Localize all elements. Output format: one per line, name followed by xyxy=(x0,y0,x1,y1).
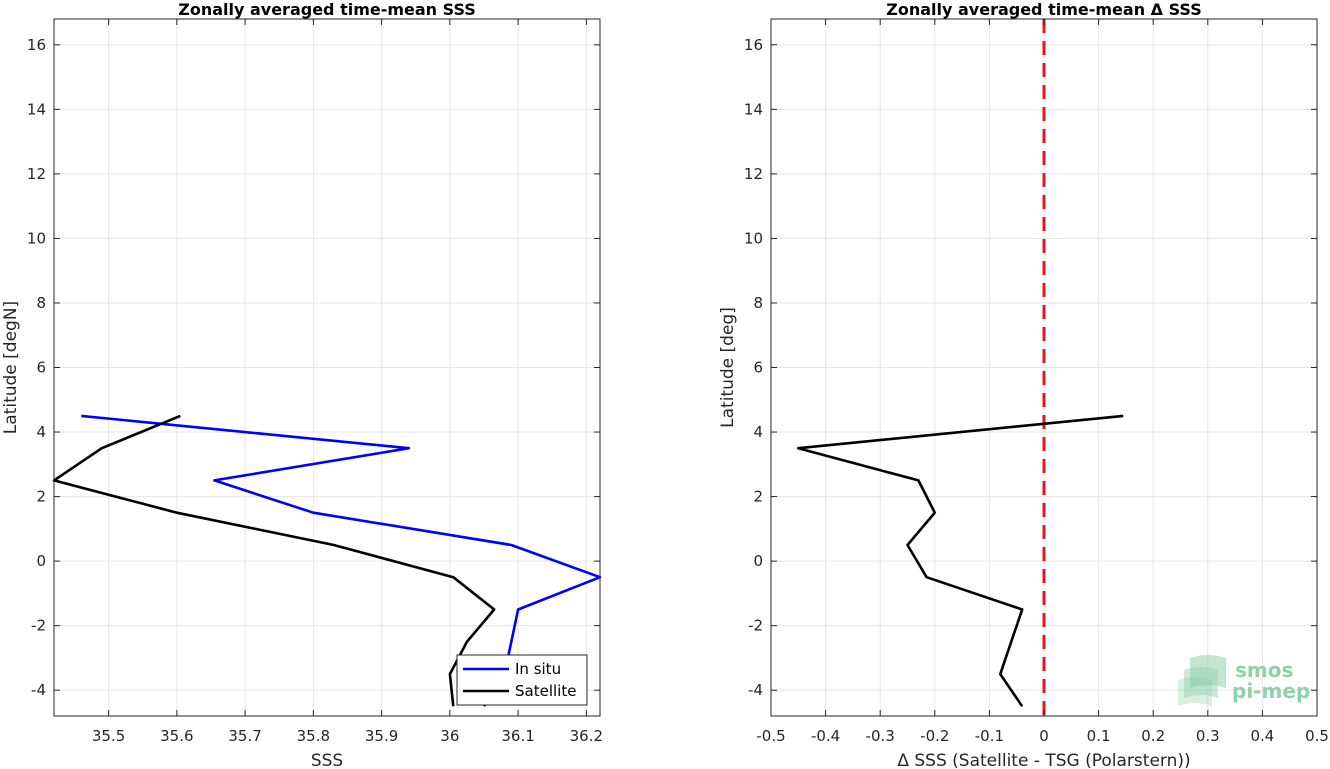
legend-box xyxy=(456,654,588,706)
logo-wave-shape xyxy=(1178,677,1212,706)
x-tick-label: 36.1 xyxy=(501,727,534,745)
y-tick-label: 6 xyxy=(753,359,763,377)
y-tick-label: 10 xyxy=(744,229,763,247)
x-axis-label: Δ SSS (Satellite - TSG (Polarstern)) xyxy=(897,751,1190,769)
y-tick-label: 14 xyxy=(744,100,763,118)
y-tick-label: 8 xyxy=(36,294,46,312)
y-tick-label: -4 xyxy=(31,681,46,699)
logo-wave-shape xyxy=(1184,667,1218,698)
x-tick-label: -0.3 xyxy=(866,727,895,745)
x-tick-label: 36 xyxy=(440,727,459,745)
x-tick-label: 0.2 xyxy=(1141,727,1165,745)
y-tick-label: 2 xyxy=(36,488,46,506)
logo-wave-shape xyxy=(1190,655,1226,688)
y-tick-label: -2 xyxy=(748,617,763,635)
x-tick-label: 35.8 xyxy=(297,727,330,745)
chart-title: Zonally averaged time-mean Δ SSS xyxy=(886,0,1202,19)
x-tick-label: -0.4 xyxy=(811,727,840,745)
x-tick-label: 35.6 xyxy=(160,727,193,745)
x-axis-label: SSS xyxy=(311,751,343,769)
y-tick-label: 2 xyxy=(753,488,763,506)
x-tick-label: 0.3 xyxy=(1196,727,1220,745)
y-axis-label: Latitude [deg] xyxy=(718,307,738,428)
chart-title: Zonally averaged time-mean SSS xyxy=(178,0,476,19)
x-tick-label: 35.7 xyxy=(228,727,261,745)
y-axis-label: Latitude [degN] xyxy=(1,301,21,434)
x-tick-label: -0.2 xyxy=(920,727,949,745)
y-tick-label: 12 xyxy=(744,165,763,183)
y-tick-label: 12 xyxy=(27,165,46,183)
y-tick-label: 0 xyxy=(36,552,46,570)
logo-text-pi-mep: pi-mep xyxy=(1232,679,1310,703)
x-tick-label: 0.4 xyxy=(1250,727,1274,745)
x-tick-label: 0.1 xyxy=(1087,727,1111,745)
y-tick-label: -2 xyxy=(31,617,46,635)
x-tick-label: 36.2 xyxy=(570,727,603,745)
legend-label: Satellite xyxy=(515,682,576,700)
y-tick-label: 8 xyxy=(753,294,763,312)
series-line-delta-sss xyxy=(796,414,1124,708)
x-tick-label: -0.5 xyxy=(756,727,785,745)
y-tick-label: -4 xyxy=(748,681,763,699)
y-tick-label: 16 xyxy=(27,36,46,54)
legend-label: In situ xyxy=(515,660,561,678)
logo-text-smos: smos xyxy=(1235,658,1293,682)
x-tick-label: 35.9 xyxy=(365,727,398,745)
x-tick-label: -0.1 xyxy=(975,727,1004,745)
y-tick-label: 4 xyxy=(36,423,46,441)
y-tick-label: 0 xyxy=(753,552,763,570)
x-tick-label: 0.5 xyxy=(1305,727,1329,745)
x-tick-label: 0 xyxy=(1039,727,1049,745)
x-tick-label: 35.5 xyxy=(92,727,125,745)
y-tick-label: 10 xyxy=(27,229,46,247)
y-tick-label: 14 xyxy=(27,100,46,118)
y-tick-label: 6 xyxy=(36,359,46,377)
y-tick-label: 4 xyxy=(753,423,763,441)
y-tick-label: 16 xyxy=(744,36,763,54)
